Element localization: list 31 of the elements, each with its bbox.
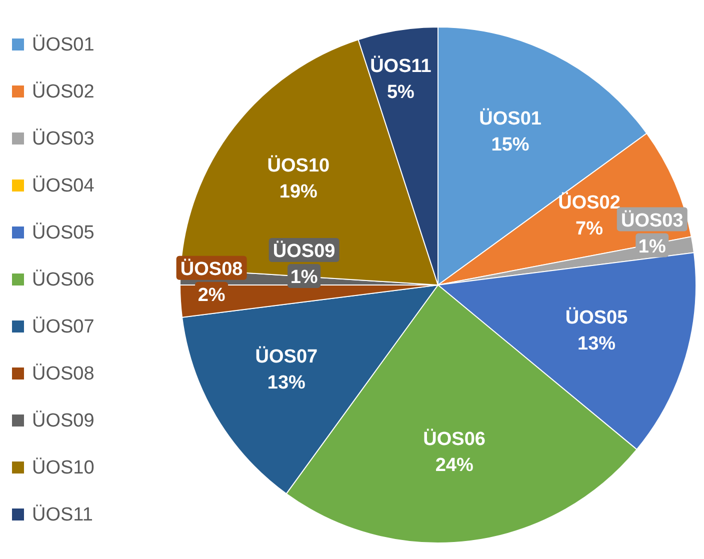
slice-label: ÜOS10 bbox=[267, 154, 330, 177]
data-label: 1% bbox=[290, 266, 318, 288]
slice-label: ÜOS03 bbox=[620, 209, 684, 232]
data-label: 19% bbox=[279, 182, 318, 203]
legend-label: ÜOS10 bbox=[32, 458, 94, 478]
data-label: 24% bbox=[435, 454, 474, 476]
legend-label: ÜOS03 bbox=[32, 128, 94, 150]
legend-label: ÜOS06 bbox=[32, 270, 94, 290]
data-label: 15% bbox=[491, 134, 530, 156]
slice-label: ÜOS07 bbox=[255, 346, 318, 368]
slice-label: ÜOS01 bbox=[479, 107, 542, 130]
data-label: 1% bbox=[638, 236, 666, 258]
slice-label: ÜOS02 bbox=[558, 191, 620, 214]
slice-label: ÜOS05 bbox=[565, 306, 628, 329]
slice-label: ÜOS06 bbox=[423, 428, 486, 450]
slice-label: ÜOS11 bbox=[370, 55, 432, 78]
legend-label: ÜOS09 bbox=[32, 410, 94, 432]
legend-label: ÜOS04 bbox=[32, 176, 95, 196]
data-label: 13% bbox=[267, 372, 306, 394]
legend-label: ÜOS01 bbox=[32, 34, 94, 56]
data-label: 5% bbox=[386, 82, 415, 104]
legend-label: ÜOS11 bbox=[32, 504, 93, 526]
data-label: 7% bbox=[576, 218, 604, 240]
data-label: 2% bbox=[198, 284, 226, 306]
legend-label: ÜOS02 bbox=[32, 82, 94, 102]
legend-label: ÜOS07 bbox=[32, 316, 94, 338]
legend-label: ÜOS05 bbox=[32, 222, 94, 244]
legend-label: ÜOS08 bbox=[32, 364, 94, 384]
slice-label: ÜOS09 bbox=[272, 240, 336, 262]
data-label: 13% bbox=[578, 334, 616, 355]
slice-label: ÜOS08 bbox=[180, 258, 243, 280]
